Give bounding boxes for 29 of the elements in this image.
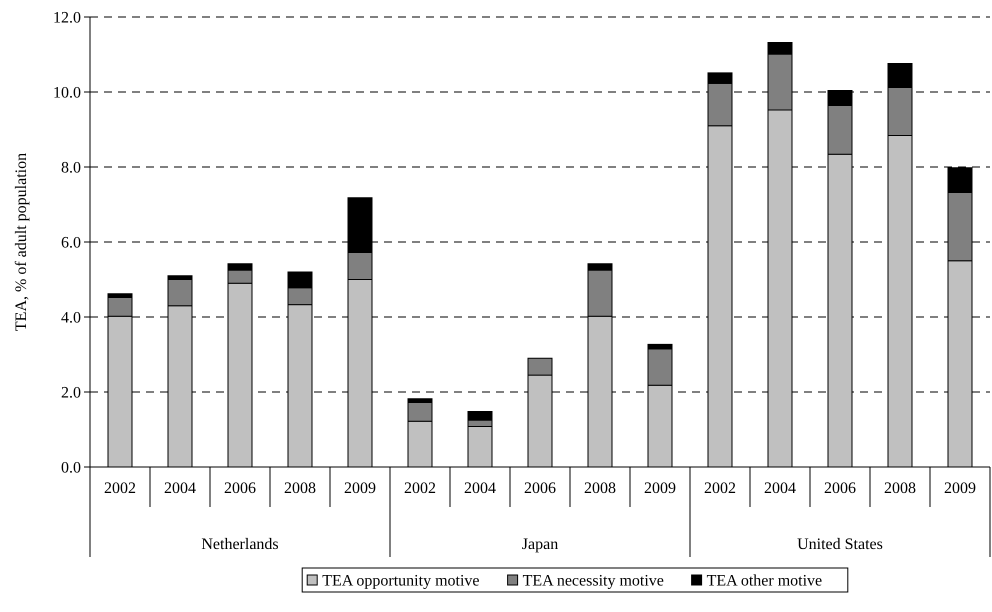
y-tick-label: 2.0 <box>61 384 81 402</box>
x-tick-label: 2004 <box>464 480 496 497</box>
x-tick-label: 2008 <box>284 480 316 497</box>
x-tick-label: 2006 <box>524 480 556 497</box>
x-tick-label: 2009 <box>644 480 676 497</box>
text: Japan <box>522 536 558 553</box>
y-tick-label: 12.0 <box>53 10 81 27</box>
x-tick-label: 2006 <box>224 480 256 497</box>
x-tick-label: 2002 <box>104 480 136 497</box>
y-tick-label: 6.0 <box>61 234 81 252</box>
x-tick-label: 2004 <box>764 480 796 497</box>
x-tick-label: 2004 <box>164 480 196 497</box>
x-tick-label: 2008 <box>584 480 616 497</box>
text: United States <box>797 536 883 553</box>
legend-label: TEA necessity motive <box>522 572 664 590</box>
legend-label: TEA opportunity motive <box>322 572 480 590</box>
legend-label: TEA other motive <box>706 572 822 590</box>
y-tick-label: 8.0 <box>61 160 81 177</box>
y-tick-label: 4.0 <box>61 310 81 327</box>
x-tick-label: 2009 <box>944 480 976 497</box>
x-tick-label: 2009 <box>344 480 376 497</box>
y-axis-title: TEA, % of adult population <box>13 152 30 332</box>
x-tick-label: 2006 <box>824 480 856 497</box>
x-tick-label: 2008 <box>884 480 916 497</box>
text: Netherlands <box>201 536 279 553</box>
x-tick-label: 2002 <box>704 480 736 497</box>
y-tick-label: 10.0 <box>53 84 81 102</box>
y-tick-label: 0.0 <box>61 460 81 477</box>
x-tick-label: 2002 <box>404 480 436 497</box>
